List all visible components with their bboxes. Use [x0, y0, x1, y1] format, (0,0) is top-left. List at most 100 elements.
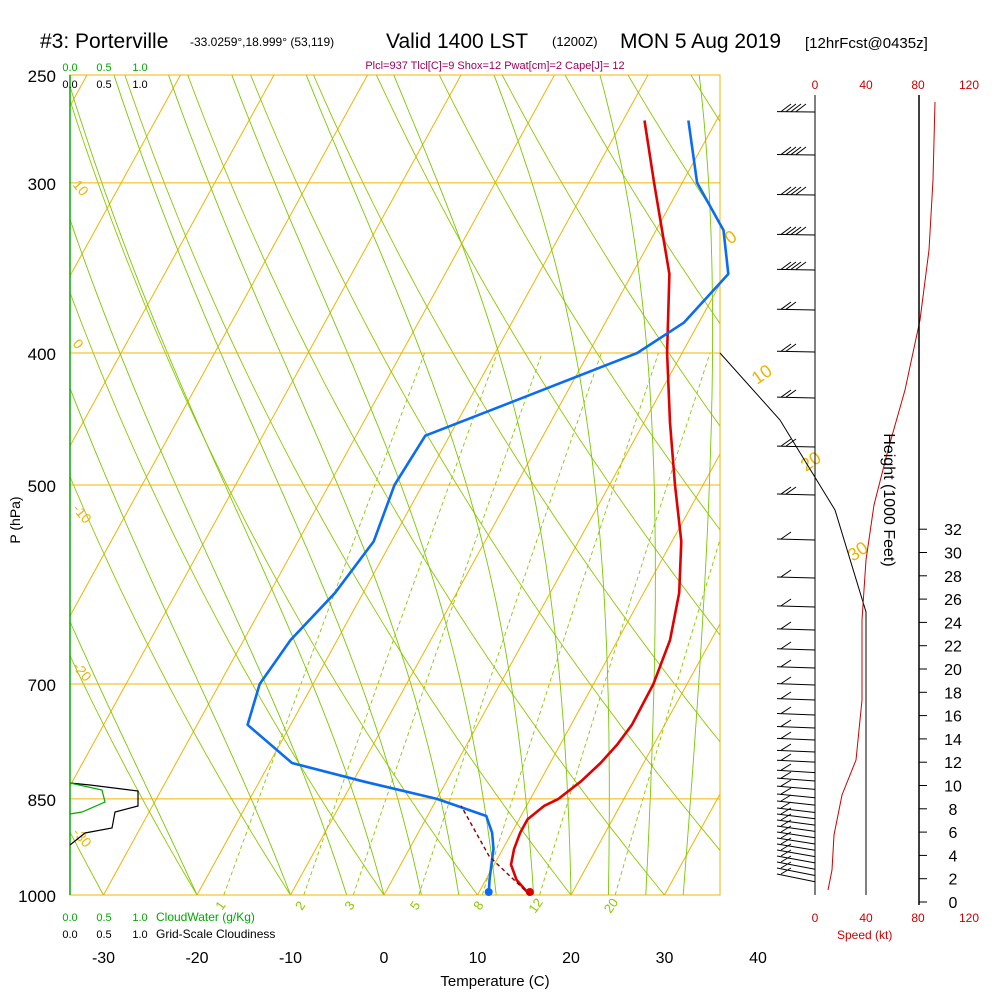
temperature-tick--20: -20	[185, 950, 208, 967]
wind-barb	[776, 813, 816, 820]
wind-barb-flag	[780, 641, 792, 650]
wind-barb-flag	[780, 691, 792, 699]
wind-barb-flag	[780, 807, 792, 815]
wind-barb-flag	[785, 486, 797, 495]
dry-adiabats	[70, 51, 1000, 924]
wind-barb-flag	[790, 226, 802, 235]
wind-barb	[776, 233, 816, 236]
speed-tick-top: 0	[812, 78, 819, 92]
wind-barb-flag	[780, 389, 792, 398]
dewpoint-surface-marker	[484, 888, 493, 896]
mixing-ratio-label-20: 20	[601, 895, 622, 915]
wind-barb	[776, 737, 816, 741]
speed-tick-bottom: 80	[911, 911, 925, 925]
wind-barb-flag	[780, 825, 792, 833]
mixing-ratio-line	[481, 352, 659, 895]
mixing-ratio-label-8: 8	[470, 898, 486, 913]
height-tick-14: 14	[944, 732, 962, 749]
height-tick-20: 20	[944, 662, 962, 679]
wind-barb-flag	[780, 719, 792, 727]
wind-barb-flag	[785, 343, 797, 352]
pressure-tick-250: 250	[28, 67, 56, 86]
speed-tick-bottom: 0	[812, 911, 819, 925]
wind-barb-flag	[780, 569, 792, 578]
moist-adiabat-line	[70, 218, 348, 895]
moist-adiabats	[70, 75, 714, 895]
mixing-ratio-line	[418, 352, 602, 895]
wind-barb	[776, 698, 816, 701]
moist-adiabat-line	[493, 75, 610, 895]
cloudiness-tick-top: 0.0	[62, 79, 77, 91]
valid-utc: (1200Z)	[552, 34, 598, 49]
wind-barb-flag	[780, 598, 792, 607]
mixing-ratio-line	[539, 352, 711, 895]
pressure-tick-1000: 1000	[18, 887, 56, 906]
wind-barb-flag	[780, 801, 792, 809]
wind-barb-flag	[785, 261, 797, 270]
wind-barb-flag	[795, 146, 807, 155]
mixing-ratio-label-3: 3	[341, 898, 357, 913]
cloudwater-tick-bottom: 0.5	[96, 912, 111, 924]
wind-barb-flag	[780, 855, 792, 863]
wind-barb-flag	[780, 676, 792, 685]
temperature-tick--30: -30	[92, 950, 115, 967]
wind-barb-flag	[780, 813, 792, 821]
speed-tick-bottom: 40	[859, 911, 873, 925]
dry-adiabat-line	[925, 51, 1000, 924]
dry-adiabat-line	[70, 475, 292, 895]
cloudwater-tick-bottom: 1.0	[132, 912, 147, 924]
wind-barb	[776, 308, 816, 311]
wind-barb-flag	[780, 861, 792, 869]
wind-barb	[776, 605, 816, 608]
wind-barb-flag	[780, 731, 792, 739]
wind-barb-flag	[785, 438, 797, 447]
wind-barb-flag	[790, 186, 802, 195]
cloudwater-tick-bottom: 0.0	[62, 912, 77, 924]
height-tick-12: 12	[944, 755, 962, 772]
wind-barb	[776, 396, 816, 399]
speed-tick-top: 40	[859, 78, 873, 92]
temperature-profile	[509, 120, 683, 896]
isotherm-line	[852, 75, 1000, 895]
speed-axis-label: Speed (kt)	[837, 928, 892, 942]
cloudiness-profile	[69, 782, 139, 846]
height-tick-16: 16	[944, 709, 962, 726]
wind-barb-flag	[795, 261, 807, 270]
wind-barb	[776, 648, 816, 651]
height-tick-4: 4	[949, 848, 958, 865]
pressure-tick-850: 850	[28, 791, 56, 810]
moist-adiabat-line	[393, 75, 572, 895]
wind-barb	[776, 837, 816, 845]
wind-barb	[776, 785, 816, 790]
isotherm-label: -10	[70, 501, 95, 527]
wind-barb-flag	[780, 831, 792, 839]
wind-barb	[776, 759, 816, 763]
wind-barb	[776, 843, 816, 851]
isotherm-line	[70, 75, 275, 447]
isotherm-label: 10	[748, 360, 776, 388]
wind-barb-flag	[785, 389, 797, 398]
pressure-axis: 250 300 400 500 700 850 1000	[18, 67, 56, 906]
mixing-ratio-labels: 1 2 3 5 8 12 20	[212, 895, 621, 915]
forecast-date: MON 5 Aug 2019	[620, 30, 781, 53]
wind-barbs	[776, 103, 816, 883]
wind-barb-flag	[780, 843, 792, 851]
wind-barb-flag	[790, 261, 802, 270]
speed-tick-bottom: 120	[959, 911, 979, 925]
wind-barb-flag	[780, 787, 792, 795]
cloudwater-tick-top: 0.0	[62, 62, 77, 74]
mixing-ratio-line	[614, 538, 720, 895]
temperature-tick-40: 40	[749, 950, 767, 967]
station-coords: -33.0259°,18.999° (53,119)	[190, 35, 334, 49]
mixing-ratio-line	[223, 352, 426, 895]
y-axis-label: P (hPa)	[7, 496, 23, 543]
wind-barb-flag	[780, 531, 792, 540]
wind-barb-flag	[780, 261, 792, 270]
moist-adiabat-line	[70, 620, 198, 895]
temperature-tick--10: -10	[279, 950, 302, 967]
sounding-profiles	[246, 120, 730, 896]
cloudwater-tick-top: 1.0	[132, 62, 147, 74]
dry-adiabat-line	[627, 75, 720, 223]
dry-adiabat-line	[313, 75, 720, 743]
